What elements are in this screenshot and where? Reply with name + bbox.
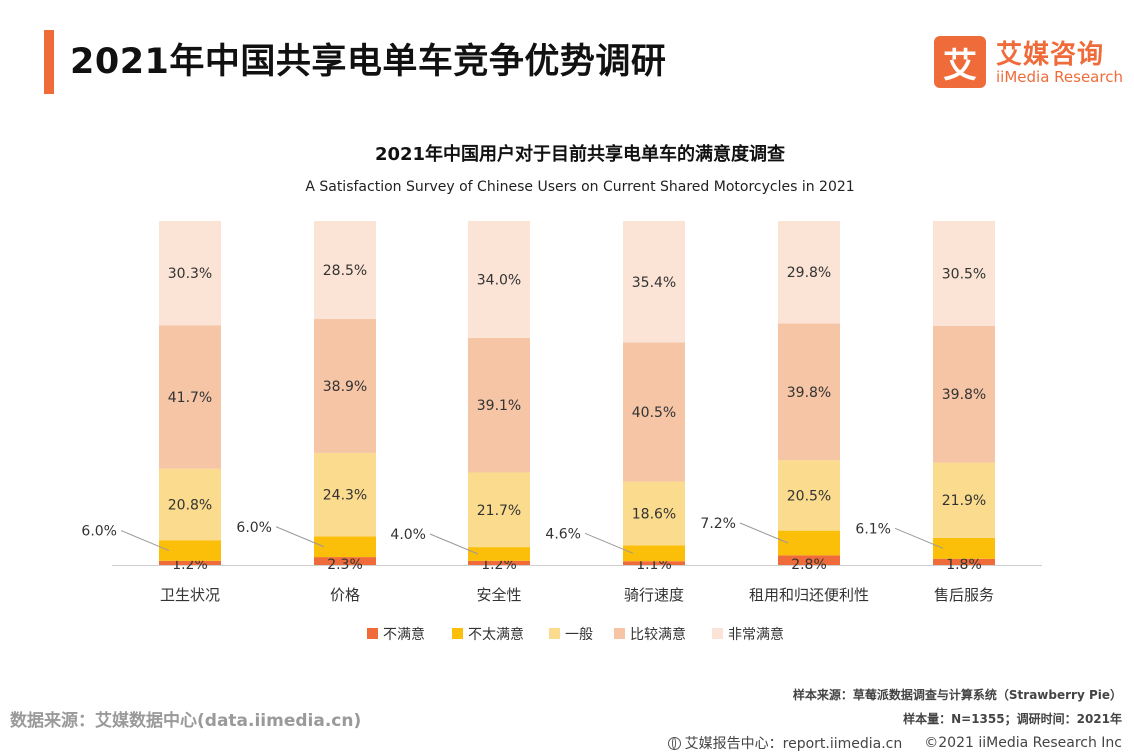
data-label: 7.2%: [700, 516, 736, 532]
bar-segment: [933, 537, 995, 559]
callout-leader-line: [120, 530, 170, 552]
footer: 艾媒报告中心：report.iimedia.cn ©2021 iiMedia R…: [667, 733, 1122, 753]
data-label: 38.9%: [323, 379, 367, 395]
bar-segment: [314, 536, 376, 558]
bar-segment: [933, 558, 995, 565]
bar-segment: [623, 481, 685, 546]
sample-source: 样本来源：草莓派数据调查与计算系统（Strawberry Pie）: [792, 688, 1122, 702]
data-label: 35.4%: [632, 275, 676, 291]
bar-segment: [159, 468, 221, 541]
legend-swatch: [712, 628, 723, 639]
callout-leader-line: [275, 526, 325, 548]
data-label: 20.8%: [168, 497, 212, 513]
data-label: 6.1%: [855, 521, 891, 537]
bar-segment: [778, 221, 840, 324]
data-label: 21.9%: [942, 493, 986, 509]
logo-name-cn: 艾媒咨询: [996, 40, 1105, 70]
title-accent-bar: [44, 30, 54, 94]
bar-segment: [159, 325, 221, 469]
bar-segment: [314, 221, 376, 320]
legend-label: 比较满意: [630, 626, 686, 643]
bar-segment: [933, 221, 995, 326]
data-label: 1.8%: [946, 557, 982, 573]
data-label: 6.0%: [236, 520, 272, 536]
bar-segment: [468, 560, 530, 565]
bar-segment: [778, 323, 840, 461]
x-tick-label: 卫生状况: [160, 586, 220, 604]
bar-segment: [778, 555, 840, 565]
data-label: 24.3%: [323, 488, 367, 504]
data-label: 29.8%: [787, 265, 831, 281]
data-label: 1.2%: [481, 557, 517, 573]
callout-leader-line: [429, 533, 479, 555]
bar-segment: [623, 545, 685, 562]
data-label: 39.8%: [942, 387, 986, 403]
bar-segment: [778, 530, 840, 556]
data-label: 40.5%: [632, 405, 676, 421]
logo-name-en: iiMedia Research: [996, 68, 1123, 86]
bar-segment: [159, 560, 221, 565]
x-tick-label: 售后服务: [934, 586, 994, 604]
bar-segment: [933, 462, 995, 538]
data-label: 20.5%: [787, 488, 831, 504]
bar-segment: [314, 319, 376, 453]
page-title: 2021年中国共享电单车竞争优势调研: [70, 42, 667, 82]
chart-title: 2021年中国用户对于目前共享电单车的满意度调查: [375, 143, 785, 165]
logo-mark: 艾: [934, 36, 986, 88]
data-label: 34.0%: [477, 272, 521, 288]
x-tick-label: 租用和归还便利性: [749, 586, 869, 604]
legend-label: 不太满意: [468, 626, 524, 643]
legend-swatch: [549, 628, 560, 639]
chart-subtitle: A Satisfaction Survey of Chinese Users o…: [305, 179, 854, 195]
data-label: 4.6%: [545, 526, 581, 542]
globe-icon: [667, 736, 681, 750]
legend-swatch: [452, 628, 463, 639]
iimedia-logo: 艾 艾媒咨询 iiMedia Research: [934, 36, 1123, 88]
data-label: 21.7%: [477, 503, 521, 519]
x-tick-label: 安全性: [476, 586, 521, 604]
bar-segment: [314, 452, 376, 537]
legend-swatch: [614, 628, 625, 639]
data-label: 2.3%: [327, 557, 363, 573]
data-label: 1.2%: [172, 557, 208, 573]
data-label: 4.0%: [390, 527, 426, 543]
callout-leader-line: [584, 532, 634, 554]
data-label: 6.0%: [81, 524, 117, 540]
stacked-bar-chart: 2021年中国用户对于目前共享电单车的满意度调查 A Satisfaction S…: [81, 143, 1042, 643]
footer-copyright: ©2021 iiMedia Research Inc: [924, 735, 1122, 751]
legend-label: 一般: [565, 627, 593, 643]
bar-segment: [468, 472, 530, 548]
bar-segment: [623, 561, 685, 565]
bar-segment: [314, 557, 376, 565]
x-tick-label: 骑行速度: [624, 586, 684, 604]
data-label: 30.5%: [942, 266, 986, 282]
bar-segment: [468, 221, 530, 338]
bar-segment: [778, 460, 840, 531]
bar-segment: [933, 325, 995, 463]
data-label: 39.1%: [477, 398, 521, 414]
data-source: 数据来源：艾媒数据中心(data.iimedia.cn): [10, 711, 362, 731]
data-label: 41.7%: [168, 390, 212, 406]
data-label: 28.5%: [323, 263, 367, 279]
legend-label: 非常满意: [728, 626, 784, 643]
data-label: 30.3%: [168, 266, 212, 282]
data-label: 2.8%: [791, 557, 827, 573]
bar-segment: [623, 221, 685, 343]
bar-segment: [468, 337, 530, 473]
bar-segment: [159, 221, 221, 326]
bar-segment: [159, 540, 221, 561]
data-label: 39.8%: [787, 385, 831, 401]
bar-segment: [623, 342, 685, 482]
footer-report-center[interactable]: 艾媒报告中心：report.iimedia.cn: [684, 736, 903, 752]
callout-leader-line: [739, 522, 789, 544]
sample-info: 样本量：N=1355；调研时间：2021年: [903, 712, 1122, 726]
data-label: 18.6%: [632, 507, 676, 523]
x-tick-label: 价格: [330, 586, 360, 604]
legend-label: 不满意: [383, 626, 425, 643]
bar-segment: [468, 547, 530, 561]
legend-swatch: [367, 628, 378, 639]
callout-leader-line: [894, 527, 944, 549]
